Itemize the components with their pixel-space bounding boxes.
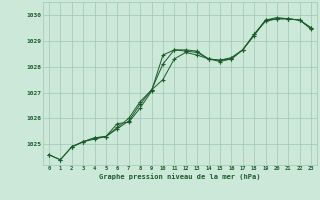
- X-axis label: Graphe pression niveau de la mer (hPa): Graphe pression niveau de la mer (hPa): [99, 173, 261, 180]
